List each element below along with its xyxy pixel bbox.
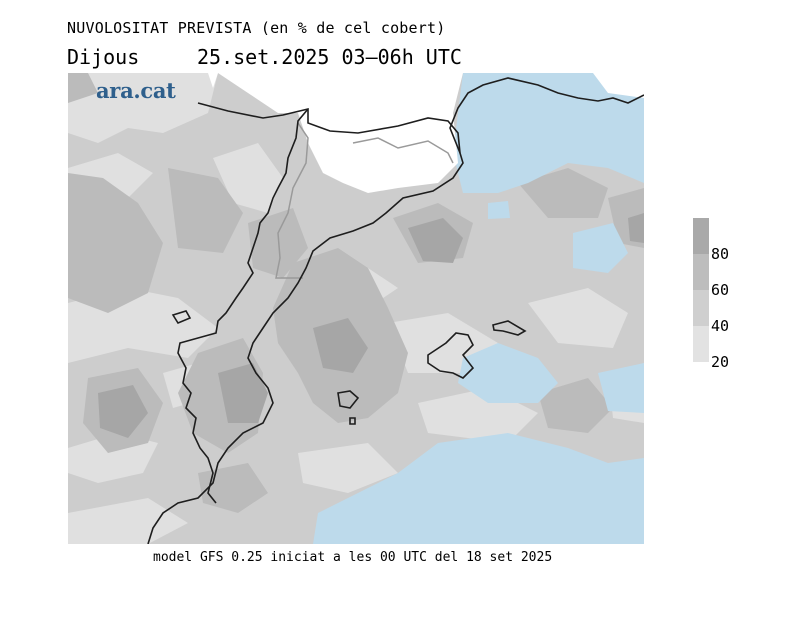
ara-cat-logo: ara.cat bbox=[96, 78, 176, 103]
coastlines bbox=[147, 77, 644, 544]
legend-swatch-20 bbox=[693, 326, 709, 362]
map-title: NUVOLOSITAT PREVISTA (en % de cel cobert… bbox=[67, 19, 446, 37]
cloud-areas-80 bbox=[98, 213, 644, 438]
forecast-date-time: 25.set.2025 03–06h UTC bbox=[197, 45, 462, 69]
clear-sky-areas bbox=[208, 73, 644, 193]
forecast-day: Dijous bbox=[67, 45, 140, 69]
color-scale-legend bbox=[693, 218, 709, 362]
legend-label-20: 20 bbox=[711, 353, 730, 371]
model-run-info: model GFS 0.25 iniciat a les 00 UTC del … bbox=[153, 550, 553, 565]
map-canvas bbox=[68, 73, 644, 544]
legend-swatch-80 bbox=[693, 218, 709, 254]
legend-label-60: 60 bbox=[711, 281, 730, 299]
cloud-cover-map bbox=[68, 73, 644, 544]
forecast-period: Dijous 25.set.2025 03–06h UTC bbox=[67, 45, 462, 69]
legend-label-80: 80 bbox=[711, 245, 730, 263]
cloud-areas-60 bbox=[68, 73, 644, 513]
legend-swatch-60 bbox=[693, 254, 709, 290]
legend-swatch-40 bbox=[693, 290, 709, 326]
clear-sea-areas bbox=[313, 73, 644, 544]
legend-label-40: 40 bbox=[711, 317, 730, 335]
region-borders bbox=[275, 122, 454, 279]
